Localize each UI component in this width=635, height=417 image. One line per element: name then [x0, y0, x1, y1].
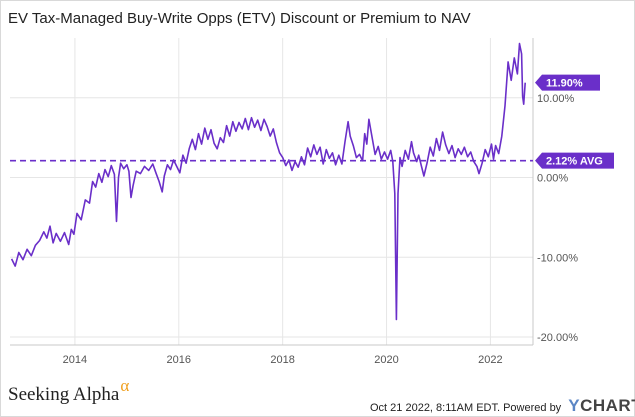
value-flag — [535, 74, 600, 91]
y-tick-label: 10.00% — [537, 93, 575, 105]
seeking-alpha-logo[interactable]: Seeking Alphaα — [8, 376, 129, 406]
x-tick-label: 2016 — [167, 354, 191, 366]
chart-title: EV Tax-Managed Buy-Write Opps (ETV) Disc… — [8, 10, 471, 27]
timestamp-text: Oct 21 2022, 8:11AM EDT. — [370, 402, 501, 414]
x-tick-label: 2020 — [374, 354, 398, 366]
ycharts-wordmark: CHARTS — [580, 396, 635, 415]
value-flag-label: 11.90% — [546, 78, 583, 90]
alpha-symbol: α — [120, 376, 130, 395]
discount-premium-line — [10, 42, 526, 321]
value-flag-label: 2.12% AVG — [546, 156, 603, 168]
value-flag — [535, 152, 614, 169]
x-tick-label: 2014 — [63, 354, 87, 366]
ycharts-logo[interactable]: YCHARTS — [568, 396, 635, 415]
ycharts-y-glyph: Y — [568, 396, 581, 415]
footer-attribution: Oct 21 2022, 8:11AM EDT. Powered by YCHA… — [370, 396, 635, 416]
x-tick-label: 2018 — [270, 354, 294, 366]
seeking-alpha-text: Seeking Alpha — [8, 384, 120, 405]
x-tick-label: 2022 — [478, 354, 502, 366]
y-tick-label: -10.00% — [537, 252, 578, 264]
y-tick-label: 0.00% — [537, 173, 568, 185]
powered-by-text: Powered by — [503, 402, 562, 414]
y-tick-label: -20.00% — [537, 332, 578, 344]
